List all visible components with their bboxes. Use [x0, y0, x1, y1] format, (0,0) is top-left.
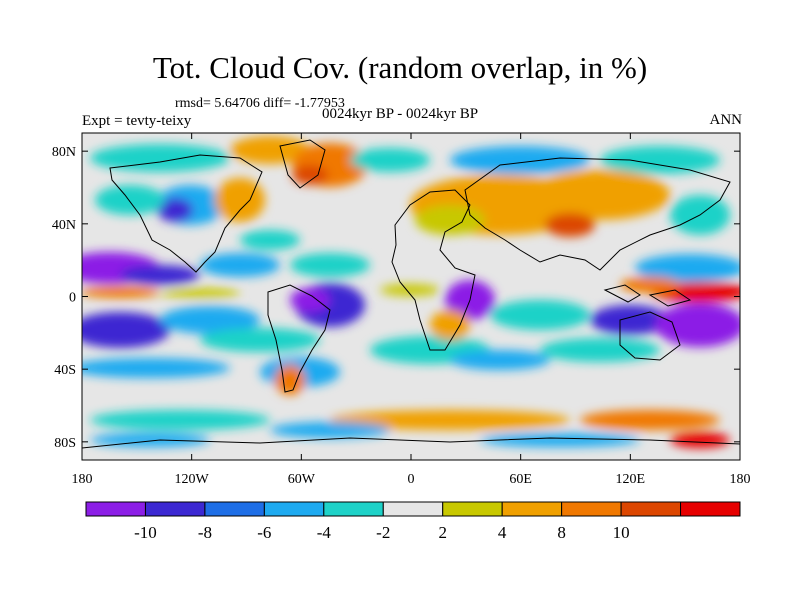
experiment-label: Expt = tevty-teixy: [82, 113, 192, 129]
colorbar-label: -2: [376, 523, 390, 542]
lon-tick-label: 180: [72, 472, 93, 487]
colorbar-swatch: [263, 501, 325, 517]
lon-tick-label: 180: [730, 472, 751, 487]
period-label: 0024kyr BP - 0024kyr BP: [322, 106, 479, 122]
colorbar-swatch: [501, 501, 563, 517]
lon-tick-label: 120W: [175, 472, 210, 487]
lat-tick-label: 80S: [54, 436, 76, 451]
coastlines: [82, 139, 740, 449]
colorbar-swatch: [85, 501, 146, 517]
latitude-axis: 80N 40N 0 40S 80S: [52, 145, 740, 451]
lat-tick-label: 0: [69, 291, 76, 306]
colorbar-label: -8: [198, 523, 212, 542]
lat-tick-label: 40S: [54, 363, 76, 378]
anomaly-field: [82, 136, 740, 448]
colorbar-swatch: [561, 501, 622, 517]
colorbar-label: -4: [317, 523, 332, 542]
colorbar-swatch: [323, 501, 384, 517]
colorbar-swatch: [204, 501, 265, 517]
colorbar-label: 2: [438, 523, 447, 542]
colorbar-label: 4: [498, 523, 507, 542]
colorbar-swatch: [382, 501, 444, 517]
map-title: Tot. Cloud Cov. (random overlap, in %): [152, 50, 648, 85]
lon-tick-label: 60W: [288, 472, 316, 487]
colorbar-swatch: [442, 501, 503, 517]
colorbar-label: 8: [557, 523, 566, 542]
longitude-axis: 180 120W 60W 0 60E 120E 180: [72, 133, 751, 487]
colorbar-swatch: [144, 501, 206, 517]
colorbar-label: -6: [257, 523, 271, 542]
colorbar-swatch: [680, 501, 741, 517]
colorbar-swatch: [620, 501, 682, 517]
lon-tick-label: 60E: [509, 472, 532, 487]
lon-tick-label: 0: [408, 472, 415, 487]
season-label: ANN: [709, 112, 743, 128]
colorbar-label: 10: [613, 523, 630, 542]
lon-tick-label: 120E: [616, 472, 646, 487]
lat-tick-label: 40N: [52, 218, 76, 233]
lat-tick-label: 80N: [52, 145, 76, 160]
colorbar-label: -10: [134, 523, 157, 542]
statistics-label: rmsd= 5.64706 diff= -1.77953: [175, 96, 345, 111]
